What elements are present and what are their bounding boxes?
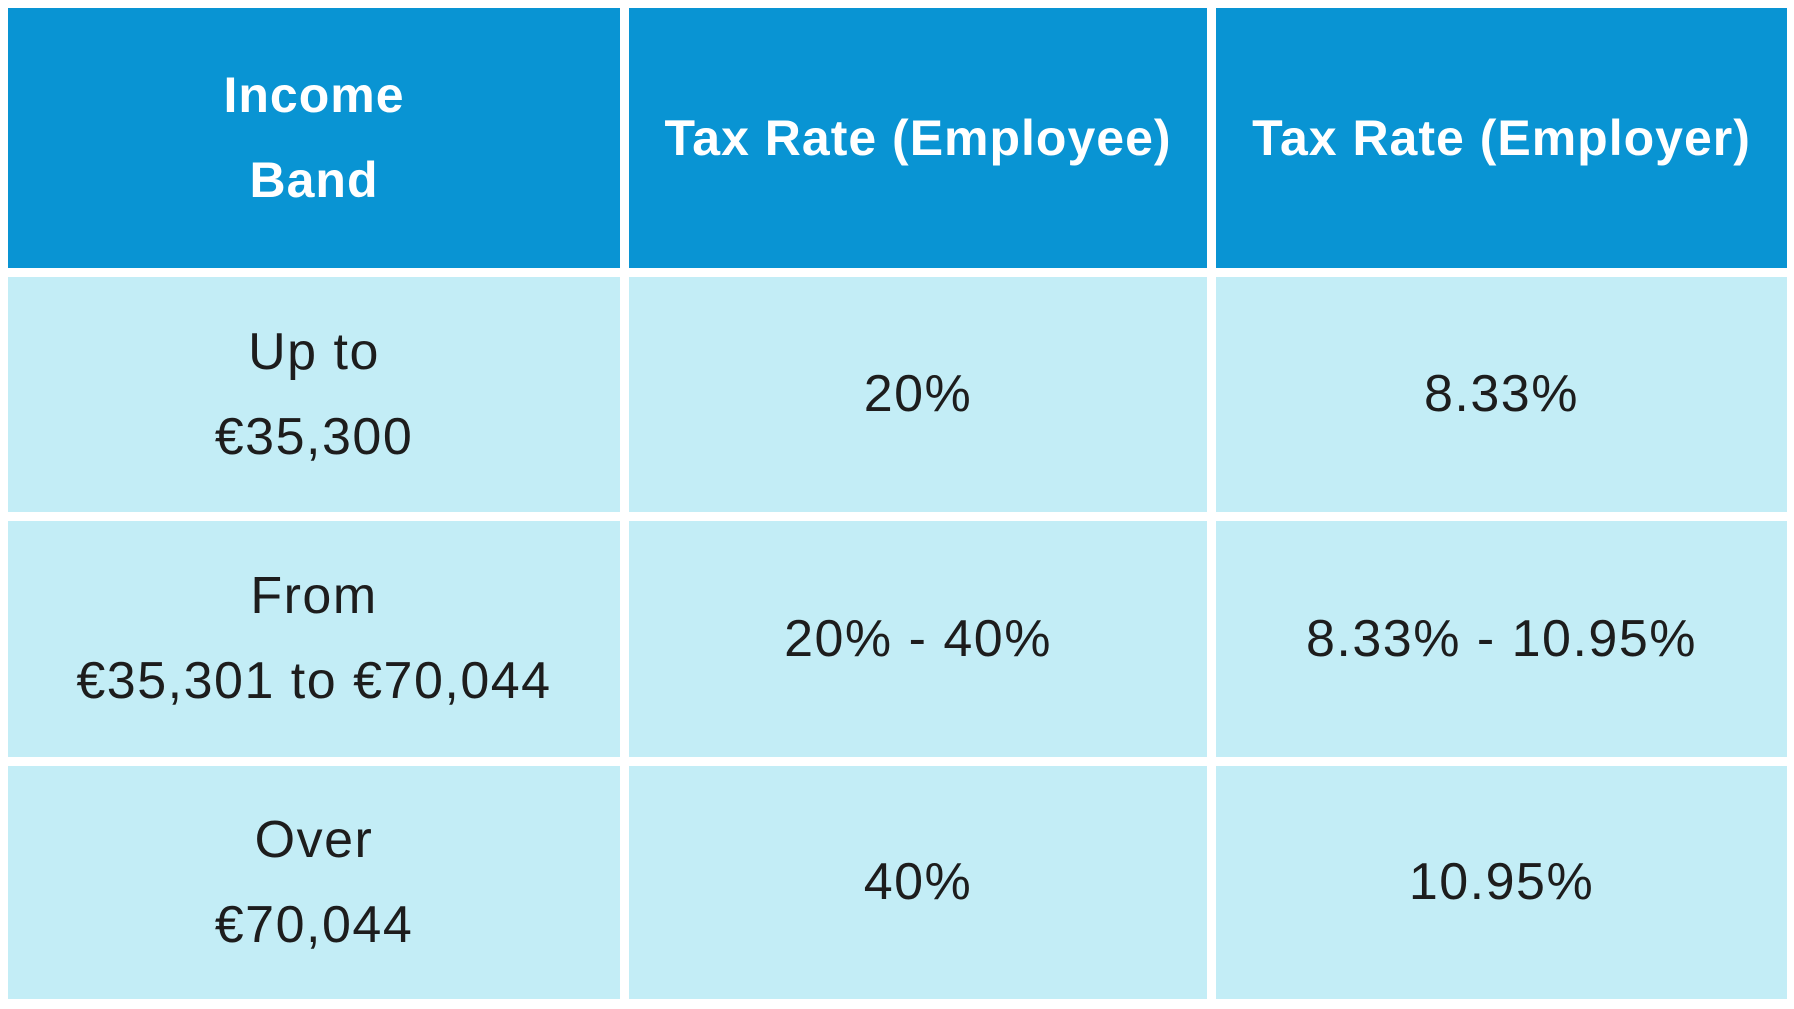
header-cell-tax-rate-employee: Tax Rate (Employee): [629, 8, 1207, 268]
cell-band1-employer-rate: 8.33%: [1216, 277, 1787, 512]
cell-band2-employer-rate: 8.33% - 10.95%: [1216, 521, 1787, 757]
cell-band3-income: Over €70,044: [8, 766, 620, 999]
header-cell-income-band: Income Band: [8, 8, 620, 268]
cell-band1-employee-rate: 20%: [629, 277, 1207, 512]
cell-band3-employee-rate: 40%: [629, 766, 1207, 999]
cell-band1-income: Up to €35,300: [8, 277, 620, 512]
cell-band3-employer-rate: 10.95%: [1216, 766, 1787, 999]
cell-band2-employee-rate: 20% - 40%: [629, 521, 1207, 757]
header-cell-tax-rate-employer: Tax Rate (Employer): [1216, 8, 1787, 268]
cell-band2-income: From €35,301 to €70,044: [8, 521, 620, 757]
